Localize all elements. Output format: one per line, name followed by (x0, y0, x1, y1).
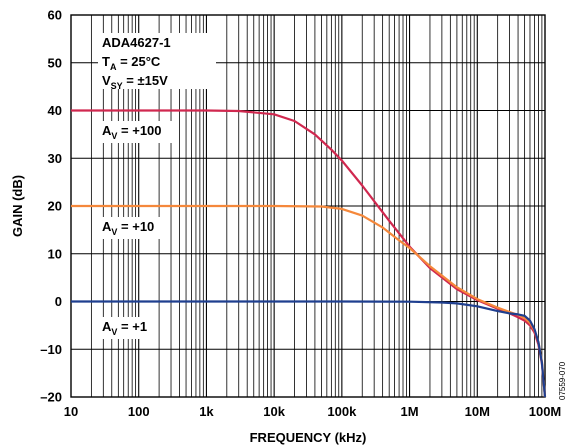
series-line (71, 300, 547, 398)
annotation-background (98, 217, 166, 239)
y-tick-label: –20 (40, 390, 62, 405)
y-tick-label: 60 (48, 8, 62, 23)
annotation-background (98, 317, 158, 339)
legend-temperature: TA = 25°C (102, 54, 161, 72)
gain-annotation: AV = +10 (102, 219, 154, 237)
legend-supply: VSY = ±15V (102, 73, 168, 91)
y-tick-label: 30 (48, 151, 62, 166)
x-tick-label: 100k (327, 404, 357, 419)
y-tick-label: 10 (48, 246, 62, 261)
y-tick-label: 50 (48, 55, 62, 70)
y-tick-label: 40 (48, 103, 62, 118)
legend-device: ADA4627-1 (102, 35, 171, 50)
y-tick-label: 20 (48, 199, 62, 214)
x-tick-label: 100 (128, 404, 150, 419)
x-tick-label: 1k (199, 404, 214, 419)
x-tick-label: 1M (401, 404, 419, 419)
x-tick-label: 10k (263, 404, 285, 419)
y-tick-label: 0 (55, 294, 62, 309)
annotation-background (98, 121, 174, 143)
x-axis-title: FREQUENCY (kHz) (250, 430, 367, 445)
series-layer (71, 109, 547, 398)
gain-annotation: AV = +100 (102, 123, 162, 141)
figure-id: 07559-070 (558, 361, 567, 400)
y-tick-label: –10 (40, 342, 62, 357)
tick-label-layer: 10 100 1k 10k 100k 1M 10M 100M –20 –10 0 10 20 30 40 50… (40, 8, 561, 420)
x-tick-label: 10M (465, 404, 490, 419)
x-tick-label: 100M (529, 404, 562, 419)
gain-annotation: AV = +1 (102, 319, 147, 337)
legend-background (98, 33, 216, 89)
y-axis-title: GAIN (dB) (10, 175, 25, 237)
x-tick-label: 10 (64, 404, 78, 419)
